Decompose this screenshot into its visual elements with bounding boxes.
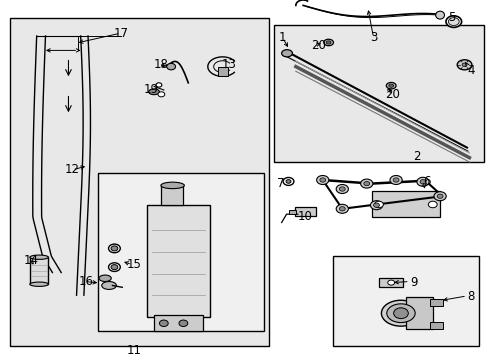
Text: 18: 18 [154, 58, 168, 71]
Bar [405, 297, 432, 329]
Bar [295, 207, 315, 216]
Bar [98, 173, 264, 331]
Ellipse shape [427, 201, 436, 208]
Bar [378, 278, 403, 287]
Ellipse shape [156, 83, 162, 87]
Ellipse shape [386, 82, 395, 89]
Bar [429, 299, 442, 306]
Ellipse shape [381, 300, 420, 326]
Bar [273, 25, 483, 162]
Text: 20: 20 [385, 88, 399, 101]
Text: 8: 8 [466, 291, 474, 303]
Ellipse shape [363, 181, 369, 186]
Ellipse shape [323, 39, 333, 46]
Ellipse shape [30, 282, 48, 287]
Ellipse shape [339, 207, 345, 211]
Ellipse shape [30, 255, 48, 259]
Ellipse shape [456, 60, 471, 70]
Ellipse shape [316, 176, 328, 185]
Text: 13: 13 [221, 58, 236, 71]
Ellipse shape [99, 275, 111, 282]
Bar [217, 67, 228, 76]
Ellipse shape [392, 178, 398, 182]
Ellipse shape [370, 201, 382, 210]
Text: 16: 16 [79, 275, 93, 288]
Ellipse shape [374, 201, 383, 208]
Ellipse shape [148, 89, 159, 95]
Ellipse shape [108, 263, 120, 271]
Text: 10: 10 [297, 210, 312, 222]
Ellipse shape [102, 282, 116, 289]
Ellipse shape [108, 244, 120, 253]
Bar [30, 257, 48, 284]
Text: 9: 9 [409, 276, 417, 289]
Ellipse shape [339, 187, 345, 191]
Bar [429, 322, 442, 329]
Ellipse shape [388, 84, 393, 87]
Text: 14: 14 [24, 255, 39, 267]
Ellipse shape [336, 204, 347, 213]
Ellipse shape [386, 304, 414, 323]
Text: 7: 7 [276, 177, 284, 190]
Ellipse shape [166, 63, 175, 70]
Ellipse shape [161, 182, 184, 189]
Ellipse shape [281, 50, 292, 57]
Ellipse shape [360, 179, 372, 188]
Ellipse shape [373, 203, 379, 207]
Ellipse shape [419, 180, 425, 184]
Text: 2: 2 [412, 150, 420, 163]
Text: 19: 19 [144, 83, 159, 96]
Ellipse shape [433, 192, 446, 201]
Ellipse shape [436, 194, 442, 198]
Text: 15: 15 [127, 258, 142, 271]
Ellipse shape [111, 265, 118, 270]
Bar [146, 205, 210, 317]
Ellipse shape [319, 178, 325, 182]
Ellipse shape [461, 63, 466, 67]
Text: 4: 4 [467, 64, 474, 77]
Bar [161, 185, 183, 205]
Ellipse shape [416, 177, 428, 186]
Text: 11: 11 [127, 345, 142, 357]
Ellipse shape [285, 180, 290, 183]
Ellipse shape [158, 92, 164, 97]
Ellipse shape [445, 16, 461, 27]
Bar [154, 315, 203, 331]
Ellipse shape [159, 320, 168, 327]
Bar [10, 18, 268, 346]
Ellipse shape [387, 280, 394, 285]
Ellipse shape [325, 41, 330, 44]
Ellipse shape [447, 18, 458, 26]
Ellipse shape [283, 177, 293, 185]
Text: 6: 6 [422, 175, 429, 188]
Bar [289, 210, 296, 214]
Ellipse shape [179, 320, 187, 327]
Bar [332, 256, 478, 346]
Ellipse shape [389, 176, 401, 185]
Text: 12: 12 [65, 163, 80, 176]
Ellipse shape [435, 11, 444, 19]
Text: 1: 1 [278, 31, 286, 44]
Ellipse shape [393, 308, 407, 319]
Text: 5: 5 [447, 11, 454, 24]
Text: 3: 3 [369, 31, 377, 44]
Bar [371, 191, 439, 217]
Ellipse shape [336, 185, 347, 194]
Text: 17: 17 [113, 27, 128, 40]
Text: 20: 20 [310, 39, 325, 51]
Ellipse shape [111, 246, 118, 251]
